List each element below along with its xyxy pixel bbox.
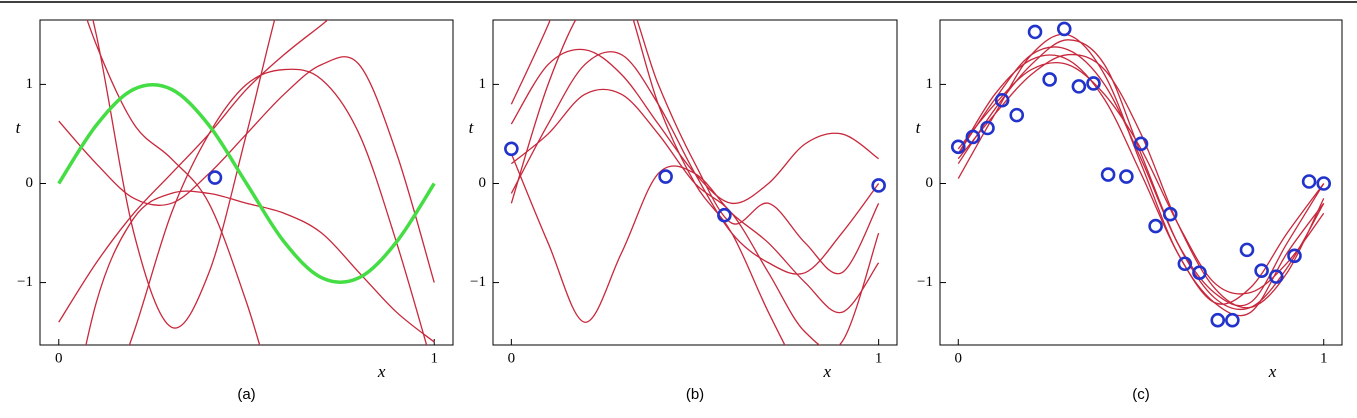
data-point [1177, 256, 1193, 272]
data-point [950, 139, 966, 155]
data-point [871, 178, 886, 193]
curve [957, 33, 1325, 317]
curve [510, 20, 786, 345]
axes-box [939, 19, 1343, 346]
data-point [1056, 21, 1072, 37]
curve [510, 48, 880, 204]
y-tick-label: −1 [917, 274, 933, 290]
y-axis-label: t [916, 118, 922, 137]
data-point [658, 169, 673, 184]
data-point [994, 92, 1010, 108]
x-axis-label: x [1268, 362, 1277, 381]
curve [58, 20, 329, 323]
data-point [980, 120, 995, 136]
data-point [1239, 242, 1255, 258]
data-point [1086, 76, 1101, 91]
data-point [1071, 79, 1087, 94]
panel: −1 0 1 0 1 x t (c) [916, 19, 1343, 403]
x-axis-label: x [822, 362, 831, 381]
data-point [1133, 136, 1149, 152]
plot-area [957, 33, 1325, 317]
y-axis-label: t [469, 118, 475, 137]
caption: (c) [1132, 386, 1150, 403]
x-tick-label: 0 [55, 350, 63, 366]
data-point [1042, 72, 1057, 87]
data-point [1148, 218, 1163, 234]
curve [92, 20, 276, 329]
plot-area [510, 20, 880, 345]
y-tick-label: −1 [470, 274, 486, 290]
curve [85, 190, 435, 345]
caption: (b) [686, 386, 704, 403]
curve [957, 53, 1325, 309]
curve [510, 20, 880, 275]
data-point [1027, 24, 1043, 40]
panel: −1 0 1 0 1 x t (b) [469, 19, 898, 403]
y-axis-label: t [16, 118, 22, 137]
x-tick-label: 1 [430, 350, 438, 366]
curve [86, 20, 261, 345]
plot-area [57, 20, 436, 345]
data-point [1119, 169, 1134, 184]
y-tick-label: 0 [26, 175, 34, 191]
data-point [504, 141, 519, 157]
curve [957, 46, 1325, 307]
panel: −1 0 1 0 1 x t (a) [16, 19, 454, 403]
y-tick-label: 1 [26, 76, 34, 92]
curve [57, 83, 436, 284]
axes-box [39, 19, 454, 346]
data-point [1268, 269, 1284, 284]
data-point [1287, 248, 1302, 264]
curve [128, 68, 428, 345]
caption: (a) [237, 386, 255, 403]
data-point [207, 170, 223, 185]
x-axis-label: x [377, 362, 386, 381]
curve [510, 153, 880, 323]
x-tick-label: 0 [955, 350, 963, 366]
data-point [1100, 167, 1116, 182]
curve [58, 56, 435, 283]
data-point [1162, 206, 1178, 222]
y-tick-label: 0 [479, 175, 487, 191]
x-tick-label: 0 [508, 350, 516, 366]
data-point [1316, 176, 1332, 191]
data-point [1301, 174, 1317, 189]
curve [957, 61, 1325, 295]
y-tick-label: 1 [479, 76, 487, 92]
data-point [1254, 263, 1269, 278]
data-point [1225, 312, 1240, 328]
data-point [1192, 265, 1207, 280]
curve [510, 88, 880, 345]
data-point [965, 129, 981, 145]
x-tick-label: 1 [875, 350, 883, 366]
y-tick-label: −1 [17, 274, 33, 290]
data-point [1210, 312, 1226, 328]
data-point [1009, 107, 1025, 123]
x-tick-label: 1 [1320, 350, 1328, 366]
y-tick-label: 1 [926, 76, 934, 92]
y-tick-label: 0 [926, 175, 934, 191]
axes-box [492, 19, 898, 346]
data-point [717, 207, 732, 223]
